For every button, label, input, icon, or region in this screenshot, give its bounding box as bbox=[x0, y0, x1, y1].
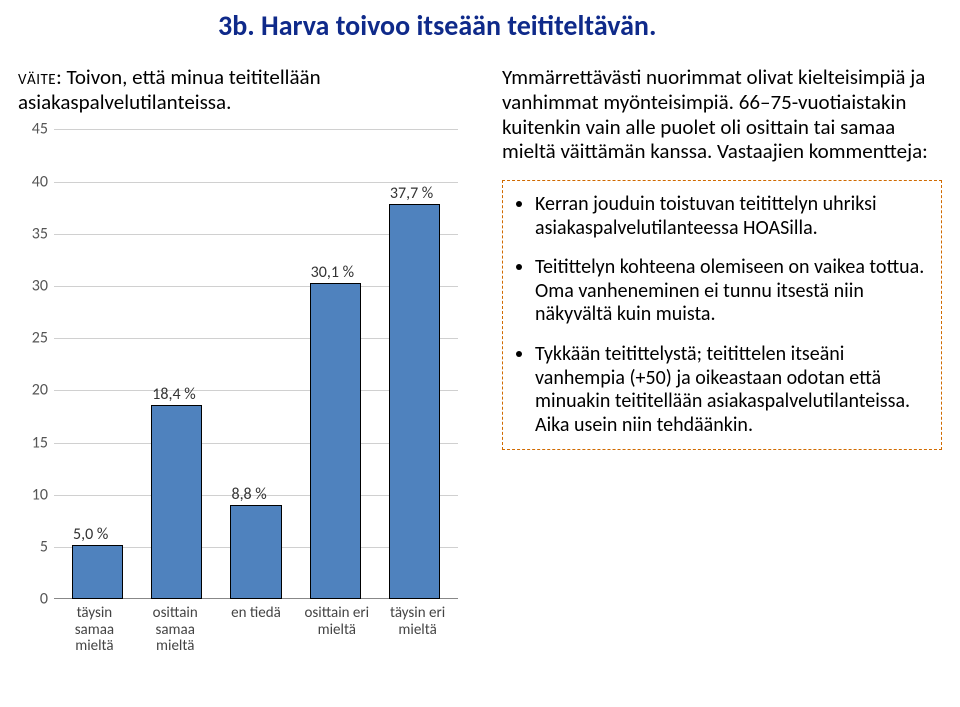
chart-x-label: osittain samaa mieltä bbox=[135, 601, 216, 649]
chart-ytick: 5 bbox=[18, 538, 48, 557]
chart-ytick: 10 bbox=[18, 485, 48, 504]
chart-bars: 5,0 % 18,4 % 8,8 % 30,1 % 37,7 % bbox=[54, 129, 458, 599]
chart-bar-value-label: 37,7 % bbox=[390, 184, 433, 205]
chart-x-labels: täysin samaa mieltäosittain samaa mieltä… bbox=[54, 601, 458, 649]
chart-ytick: 35 bbox=[18, 224, 48, 243]
left-panel: Väite: Toivon, että minua teititellään a… bbox=[18, 65, 478, 665]
chart-bar-value-label: 18,4 % bbox=[152, 385, 195, 406]
chart-x-label: osittain eri mieltä bbox=[296, 601, 377, 649]
chart-ytick: 0 bbox=[18, 590, 48, 609]
comment-list: Kerran jouduin toistuvan teitittelyn uhr… bbox=[517, 193, 927, 437]
claim-prefix: Väite bbox=[18, 64, 56, 90]
chart-bar-value-label: 5,0 % bbox=[73, 525, 108, 546]
content-columns: Väite: Toivon, että minua teititellään a… bbox=[18, 65, 942, 665]
chart-bar: 8,8 % bbox=[230, 505, 281, 599]
claim-text: Väite: Toivon, että minua teititellään a… bbox=[18, 65, 478, 115]
comment-item: Tykkään teitittelystä; teitittelen itseä… bbox=[535, 343, 927, 437]
chart-x-label: täysin samaa mieltä bbox=[54, 601, 135, 649]
slide-root: 3b. Harva toivoo itseään teititeltävän. … bbox=[0, 0, 960, 707]
chart-bar-slot: 5,0 % bbox=[58, 129, 137, 599]
bar-chart: 5,0 % 18,4 % 8,8 % 30,1 % 37,7 % täysin sama… bbox=[18, 129, 458, 649]
comments-box: Kerran jouduin toistuvan teitittelyn uhr… bbox=[502, 180, 942, 450]
chart-x-label: täysin eri mieltä bbox=[377, 601, 458, 649]
chart-bar-slot: 8,8 % bbox=[216, 129, 295, 599]
chart-bar: 18,4 % bbox=[151, 405, 202, 599]
claim-body: : Toivon, että minua teititellään asiaka… bbox=[18, 64, 321, 115]
chart-bar-slot: 37,7 % bbox=[375, 129, 454, 599]
chart-bar: 37,7 % bbox=[389, 204, 440, 600]
chart-ytick: 20 bbox=[18, 381, 48, 400]
chart-x-label: en tiedä bbox=[216, 601, 297, 649]
chart-ytick: 15 bbox=[18, 433, 48, 452]
chart-ytick: 25 bbox=[18, 329, 48, 348]
comment-item: Kerran jouduin toistuvan teitittelyn uhr… bbox=[535, 193, 927, 240]
page-title: 3b. Harva toivoo itseään teititeltävän. bbox=[218, 8, 942, 43]
chart-bar: 30,1 % bbox=[310, 283, 361, 599]
chart-bar-slot: 18,4 % bbox=[137, 129, 216, 599]
right-panel: Ymmärrettävästi nuorimmat olivat kieltei… bbox=[502, 65, 942, 665]
chart-bar-value-label: 30,1 % bbox=[311, 263, 354, 284]
chart-ytick: 30 bbox=[18, 277, 48, 296]
chart-bar-slot: 30,1 % bbox=[296, 129, 375, 599]
chart-ytick: 45 bbox=[18, 120, 48, 139]
comment-item: Teitittelyn kohteena olemiseen on vaikea… bbox=[535, 256, 927, 327]
chart-bar: 5,0 % bbox=[72, 545, 123, 599]
intro-paragraph: Ymmärrettävästi nuorimmat olivat kieltei… bbox=[502, 65, 942, 164]
chart-ytick: 40 bbox=[18, 172, 48, 191]
chart-bar-value-label: 8,8 % bbox=[231, 485, 266, 506]
